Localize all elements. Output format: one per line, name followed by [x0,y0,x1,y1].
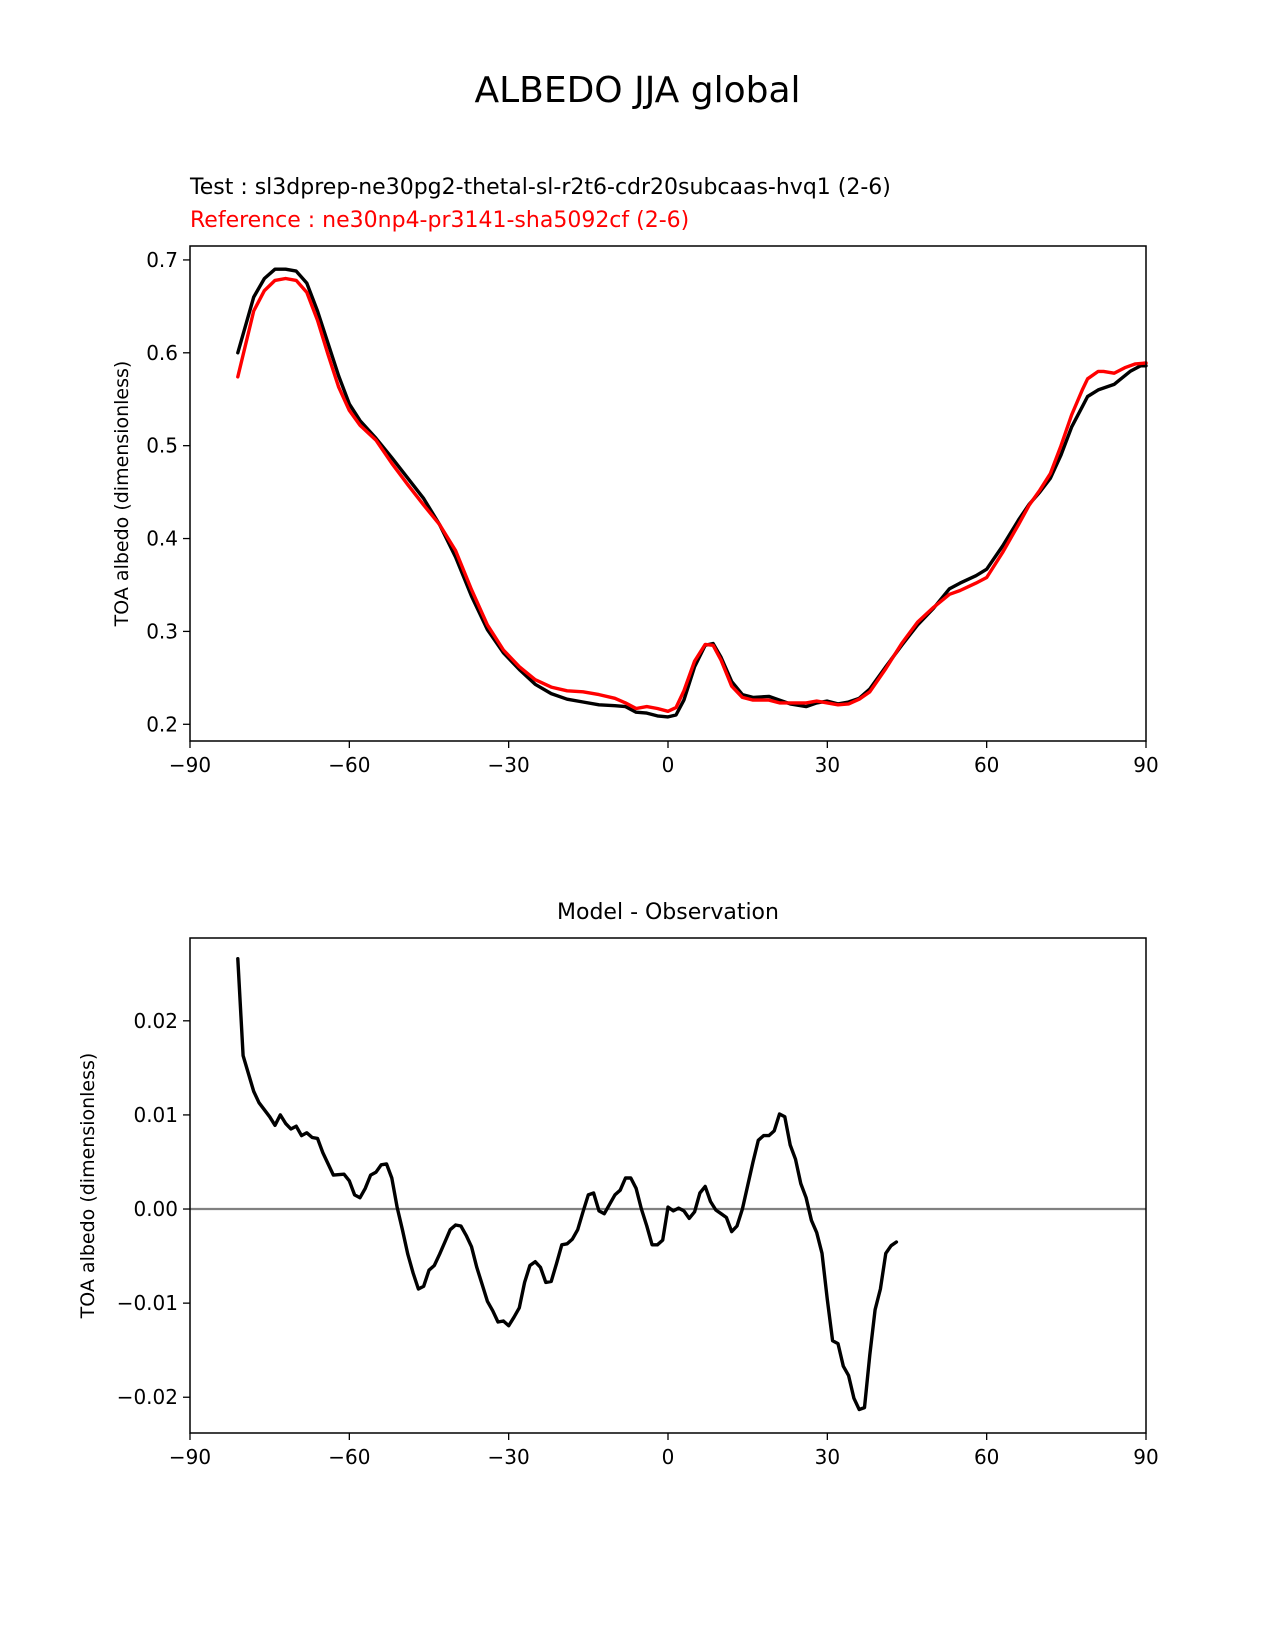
reference-series-line [236,276,1148,713]
y-tick-label: 0.7 [146,248,178,272]
difference-series-line [236,957,899,1412]
figure-title: ALBEDO JJA global [474,70,801,111]
plot-frame [189,937,1147,1434]
x-tick-label: 0 [662,753,675,777]
y-tick-label: 0.4 [146,527,178,551]
y-tick-label: 0.01 [133,1103,178,1127]
x-tick-label: −60 [328,1445,370,1469]
x-tick-label: −30 [488,753,530,777]
y-tick-label: −0.01 [117,1291,178,1315]
x-tick-label: −90 [169,1445,211,1469]
y-tick-label: 0.3 [146,619,178,643]
diff-chart-title: Model - Observation [557,900,779,925]
test-label: Test : sl3dprep-ne30pg2-thetal-sl-r2t6-c… [190,175,891,200]
y-tick-label: 0.5 [146,434,178,458]
x-tick-label: 0 [662,1445,675,1469]
x-tick-label: 90 [1133,1445,1158,1469]
y-tick-label: 0.02 [133,1009,178,1033]
y-tick-label: 0.00 [133,1197,178,1221]
reference-label: Reference : ne30np4-pr3141-sha5092cf (2-… [190,208,690,233]
x-tick-label: 30 [815,1445,840,1469]
x-tick-label: −30 [488,1445,530,1469]
y-tick-label: 0.2 [146,712,178,736]
y-axis-label: TOA albedo (dimensionless) [111,361,133,628]
x-tick-label: 90 [1133,753,1158,777]
x-tick-label: −60 [328,753,370,777]
x-tick-label: 30 [815,753,840,777]
chart-2: −90 −60 −30 0 30 60 90 −0.02 −0.01 0.00 0.01 0.02 TO… [77,937,1159,1469]
y-tick-label: 0.6 [146,341,178,365]
x-tick-label: 60 [974,1445,999,1469]
test-series-line [236,267,1148,719]
y-tick-label: −0.02 [117,1385,178,1409]
x-tick-label: −90 [169,753,211,777]
chart-1: −90 −60 −30 0 30 60 90 0.2 0.3 0.4 0.5 0.6 0.7 TOA al… [111,245,1159,777]
x-tick-label: 60 [974,753,999,777]
y-axis-label: TOA albedo (dimensionless) [77,1053,99,1320]
plot-frame [189,245,1147,742]
